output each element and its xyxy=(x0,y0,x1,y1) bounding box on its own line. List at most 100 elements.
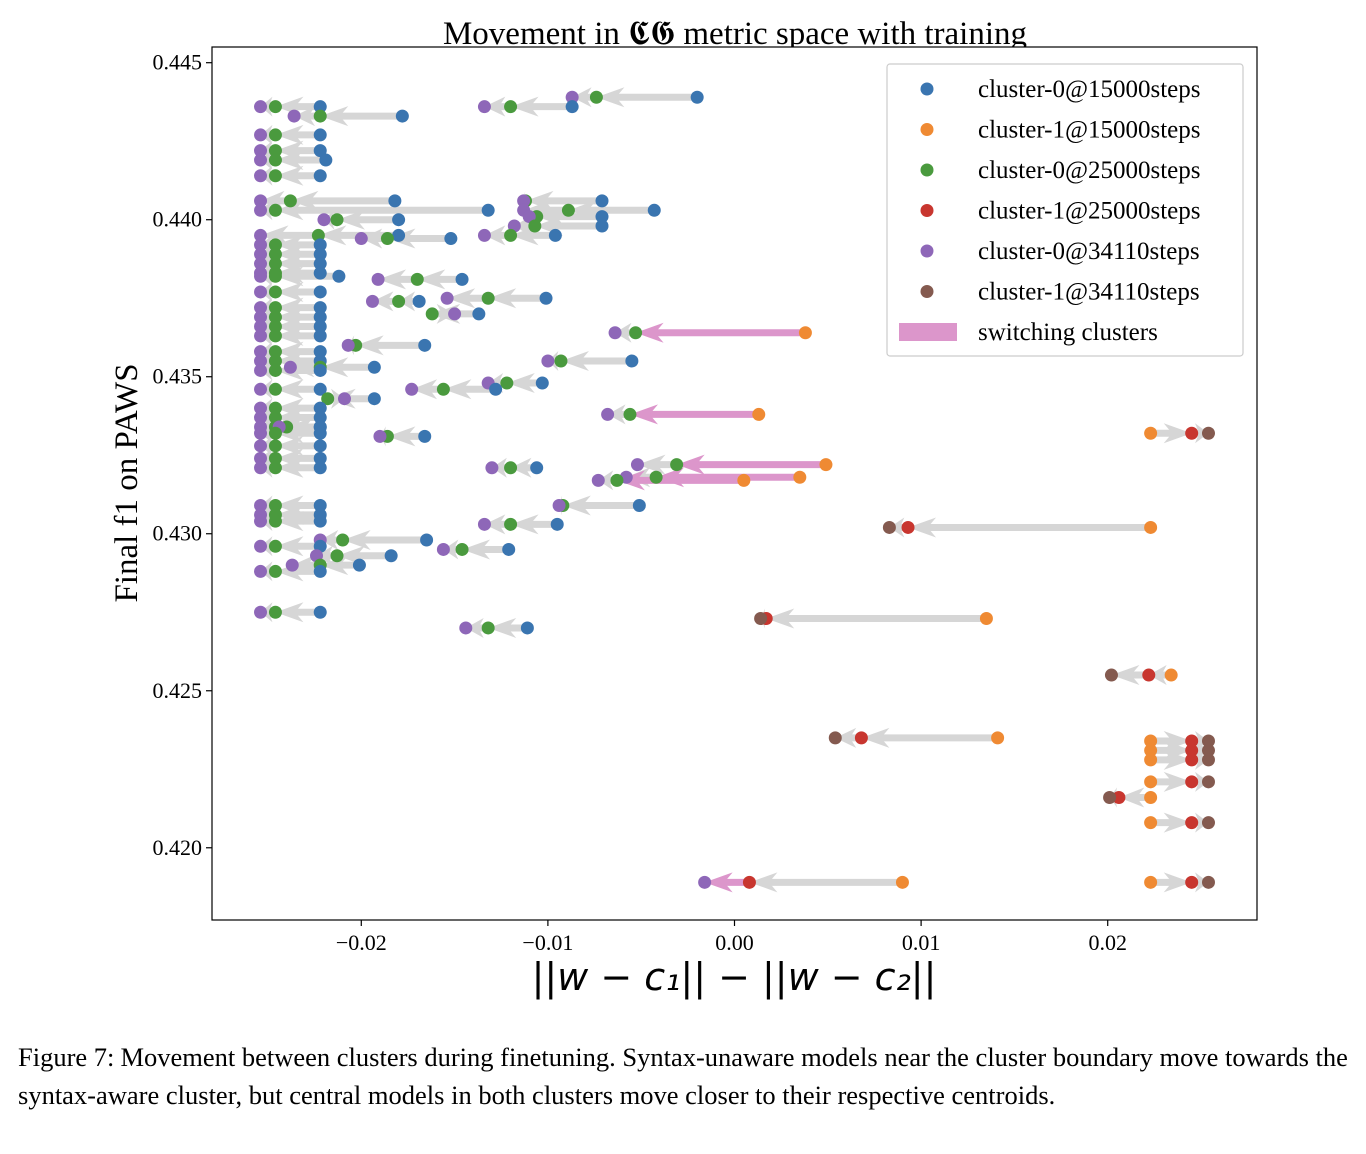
cluster-0-25000-point xyxy=(268,257,282,271)
arrow-head xyxy=(562,495,591,516)
cluster-0-34110-point xyxy=(477,228,491,242)
cluster-0-34110-point xyxy=(565,90,579,104)
cluster-0-34110-point xyxy=(254,194,268,208)
cluster-0-25000-point xyxy=(268,310,282,324)
cluster-0-25000-point xyxy=(330,549,344,563)
arrow-head xyxy=(615,322,632,343)
cluster-1-15000-point xyxy=(737,473,751,487)
cluster-0-15000-point xyxy=(392,228,406,242)
cluster-0-15000-point xyxy=(313,426,327,440)
cluster-0-15000-point xyxy=(313,363,327,377)
cluster-0-25000-point xyxy=(268,285,282,299)
x-tick-label: −0.02 xyxy=(336,930,387,955)
cluster-0-25000-point xyxy=(268,319,282,333)
cluster-0-15000-point xyxy=(367,392,381,406)
cluster-0-34110-point xyxy=(254,319,268,333)
arrow-head xyxy=(320,357,349,378)
cluster-0-25000-point xyxy=(268,514,282,528)
cluster-0-25000-point xyxy=(268,564,282,578)
cluster-0-15000-point xyxy=(520,621,534,635)
arrow-head xyxy=(1148,665,1167,686)
cluster-0-25000-point xyxy=(392,294,406,308)
arrow-head xyxy=(598,470,614,491)
cluster-1-15000-point xyxy=(1144,520,1158,534)
y-tick-label: 0.435 xyxy=(153,364,203,389)
cluster-0-34110-point xyxy=(254,498,268,512)
arrow-head xyxy=(361,228,383,249)
cluster-0-25000-point xyxy=(268,461,282,475)
cluster-0-25000-point xyxy=(504,228,518,242)
arrow-head xyxy=(607,404,626,425)
cluster-0-34110-point xyxy=(337,392,351,406)
cluster-0-25000-point xyxy=(268,238,282,252)
arrow-head xyxy=(1163,423,1192,444)
legend-marker xyxy=(920,244,934,258)
arrow-head xyxy=(484,225,506,246)
legend-label: cluster-0@34110steps xyxy=(978,238,1200,265)
cluster-1-15000-point xyxy=(1144,426,1158,440)
y-tick-label: 0.440 xyxy=(153,207,203,232)
cluster-0-25000-point xyxy=(268,401,282,415)
cluster-1-34110-point xyxy=(1201,426,1215,440)
cluster-1-25000-point xyxy=(1185,753,1199,767)
arrow-head xyxy=(387,426,416,447)
arrow-head xyxy=(260,225,289,246)
cluster-0-34110-point xyxy=(254,451,268,465)
legend-label: cluster-0@25000steps xyxy=(978,157,1201,184)
arrow-head xyxy=(635,322,664,343)
cluster-0-34110-point xyxy=(371,272,385,286)
cluster-0-15000-point xyxy=(548,228,562,242)
cluster-0-34110-point xyxy=(287,109,301,123)
cluster-0-15000-point xyxy=(444,232,458,246)
cluster-0-34110-point xyxy=(254,269,268,283)
cluster-1-34110-point xyxy=(1201,734,1215,748)
cluster-0-25000-point xyxy=(410,272,424,286)
cluster-1-34110-point xyxy=(1201,775,1215,789)
arrow-head xyxy=(275,281,304,302)
cluster-0-25000-point xyxy=(561,203,575,217)
x-tick-label: −0.01 xyxy=(522,930,573,955)
cluster-0-34110-point xyxy=(254,461,268,475)
cluster-0-25000-point xyxy=(268,153,282,167)
cluster-0-34110-point xyxy=(283,360,297,374)
arrow-head xyxy=(1163,771,1192,792)
cluster-0-25000-point xyxy=(554,354,568,368)
arrow-head xyxy=(275,379,304,400)
arrow-head xyxy=(484,96,506,117)
cluster-0-34110-point xyxy=(254,203,268,217)
cluster-0-25000-point xyxy=(623,407,637,421)
cluster-1-15000-point xyxy=(1144,743,1158,757)
arrow-head xyxy=(342,530,371,551)
cluster-1-15000-point xyxy=(895,875,909,889)
cluster-1-34110-point xyxy=(1201,875,1215,889)
y-tick-label: 0.445 xyxy=(153,50,203,75)
cluster-0-34110-point xyxy=(254,345,268,359)
cluster-1-34110-point xyxy=(1103,791,1117,805)
cluster-0-34110-point xyxy=(254,382,268,396)
cluster-0-34110-point xyxy=(341,338,355,352)
cluster-1-34110-point xyxy=(1201,816,1215,830)
cluster-1-25000-point xyxy=(742,875,756,889)
caption-label: Figure 7: xyxy=(18,1042,115,1072)
arrow-head xyxy=(417,269,446,290)
arrow-head xyxy=(355,335,384,356)
cluster-0-25000-point xyxy=(268,451,282,465)
cluster-0-15000-point xyxy=(550,517,564,531)
cluster-0-15000-point xyxy=(388,194,402,208)
cluster-1-15000-point xyxy=(752,407,766,421)
arrow-head xyxy=(749,872,778,893)
cluster-0-34110-point xyxy=(440,291,454,305)
cluster-0-15000-point xyxy=(313,169,327,183)
arrow-head xyxy=(337,209,366,230)
arrow-head xyxy=(294,106,316,127)
cluster-1-34110-point xyxy=(828,731,842,745)
cluster-0-15000-point xyxy=(313,310,327,324)
arrow-head xyxy=(275,602,304,623)
cluster-1-25000-point xyxy=(1185,734,1199,748)
cluster-1-15000-point xyxy=(1144,816,1158,830)
cluster-0-15000-point xyxy=(530,461,544,475)
cluster-0-34110-point xyxy=(317,213,331,227)
cluster-0-34110-point xyxy=(552,498,566,512)
cluster-0-15000-point xyxy=(313,411,327,425)
cluster-0-34110-point xyxy=(485,461,499,475)
